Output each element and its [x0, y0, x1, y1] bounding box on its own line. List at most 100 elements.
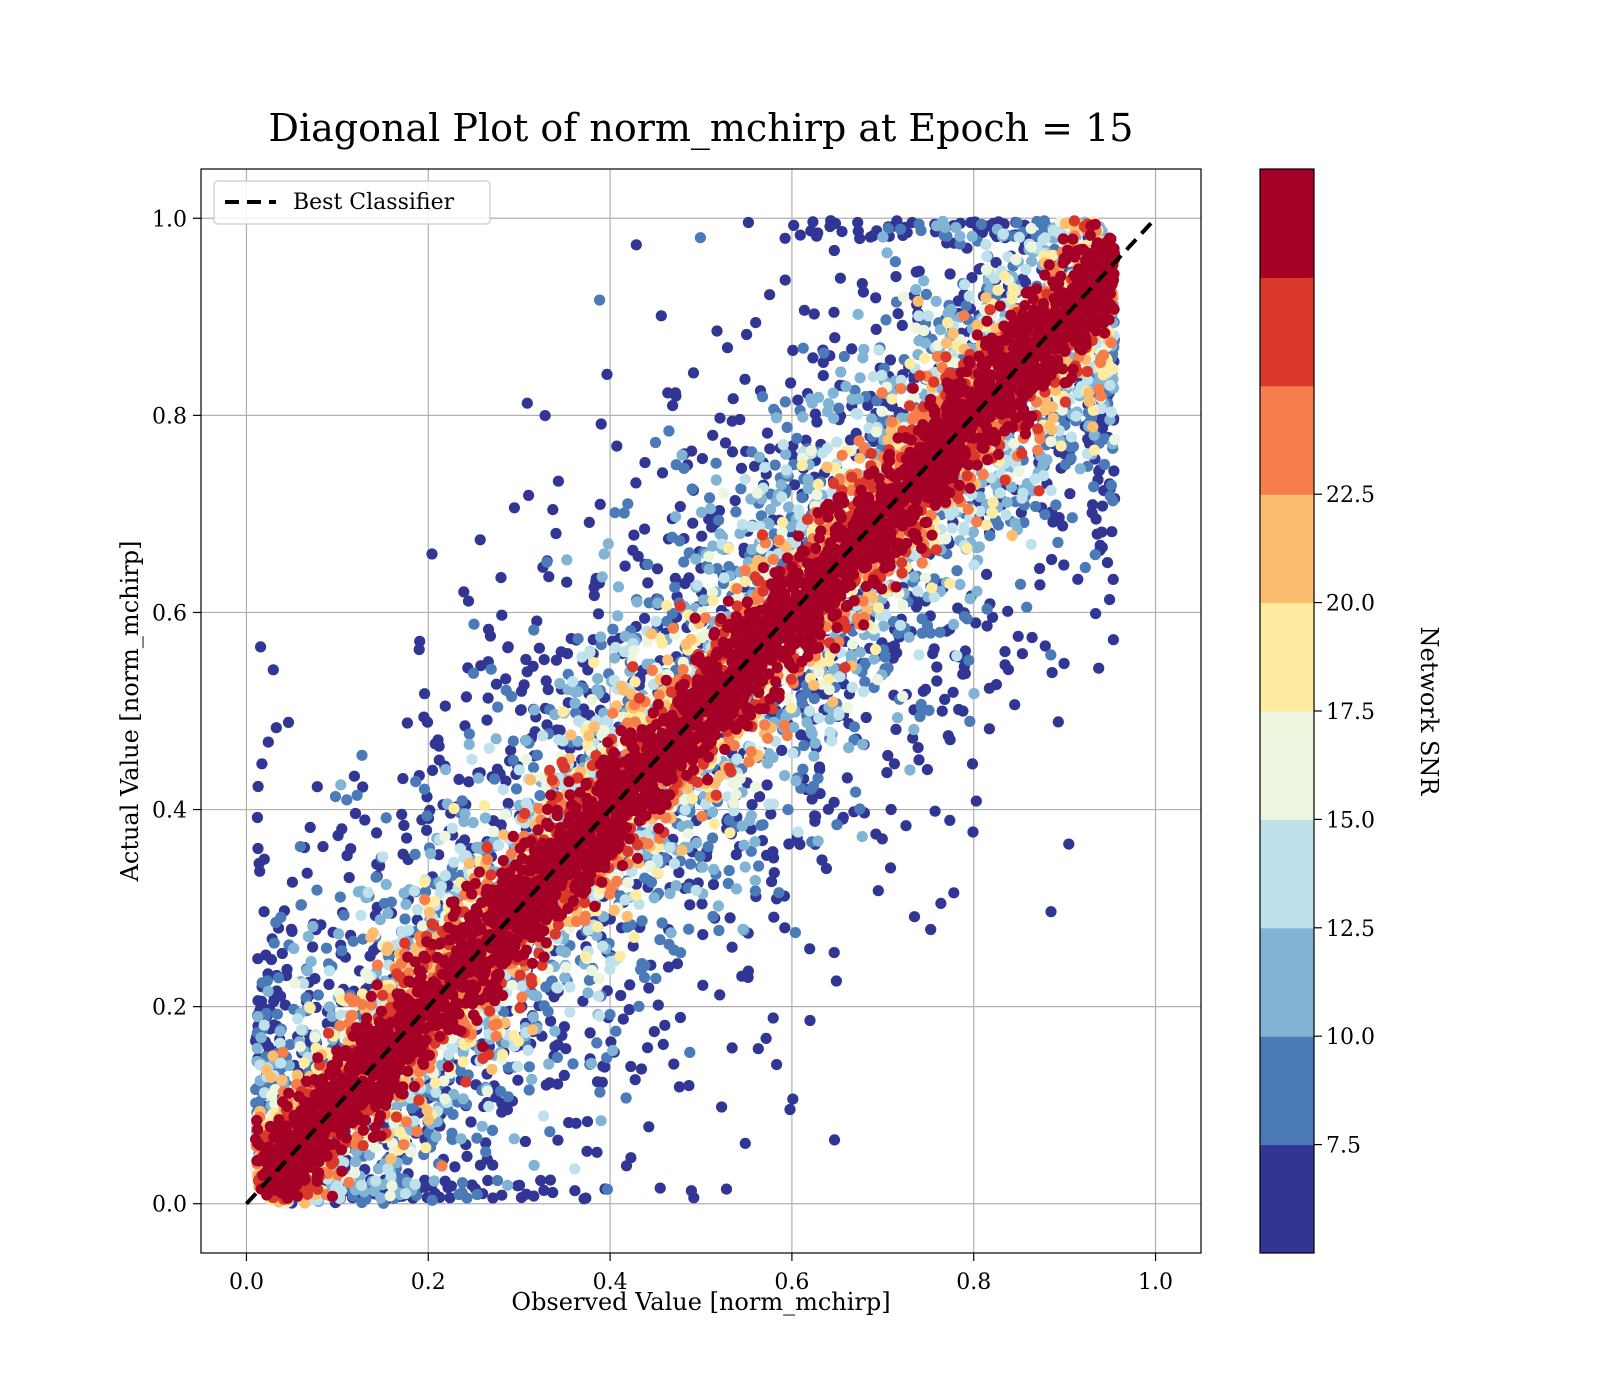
scatter-point — [697, 929, 709, 941]
scatter-point — [697, 594, 710, 606]
scatter-point — [648, 892, 660, 904]
scatter-point — [592, 608, 605, 620]
scatter-point — [292, 1013, 304, 1025]
scatter-point — [334, 891, 346, 903]
scatter-point — [1091, 528, 1103, 540]
scatter-point — [735, 483, 747, 495]
scatter-point — [400, 898, 412, 910]
scatter-point — [980, 264, 993, 276]
scatter-point — [659, 1019, 671, 1031]
scatter-point — [884, 862, 897, 874]
scatter-point — [828, 796, 840, 808]
scatter-point — [746, 799, 758, 811]
scatter-point — [612, 581, 625, 593]
scatter-point — [1016, 648, 1028, 660]
scatter-point — [261, 975, 273, 987]
scatter-point — [262, 985, 274, 997]
scatter-point — [745, 823, 757, 835]
scatter-point — [787, 344, 799, 356]
scatter-point — [656, 467, 669, 479]
scatter-point — [1066, 512, 1078, 524]
scatter-point — [710, 457, 722, 469]
scatter-point — [697, 979, 709, 991]
scatter-point — [964, 593, 976, 605]
scatter-point — [1105, 479, 1117, 491]
scatter-point — [406, 1102, 418, 1114]
scatter-point — [812, 227, 824, 239]
scatter-point — [639, 612, 651, 624]
scatter-point — [856, 278, 868, 290]
scatter-point — [371, 827, 383, 839]
scatter-point — [882, 749, 894, 762]
scatter-point — [305, 956, 317, 968]
scatter-point — [764, 289, 776, 301]
scatter-point — [806, 728, 818, 740]
scatter-point — [694, 232, 707, 244]
scatter-point — [833, 402, 845, 414]
scatter-point — [860, 711, 872, 724]
scatter-point — [768, 867, 780, 879]
scatter-point — [822, 406, 834, 418]
scatter-point — [857, 352, 869, 364]
scatter-point — [490, 678, 502, 690]
scatter-point — [686, 483, 698, 495]
scatter-point — [662, 961, 675, 973]
scatter-point — [506, 979, 518, 991]
scatter-point — [537, 730, 549, 742]
scatter-point — [341, 794, 353, 806]
scatter-point — [900, 820, 912, 832]
scatter-point — [753, 451, 766, 463]
scatter-point — [946, 522, 958, 534]
scatter-point — [500, 775, 512, 787]
scatter-point — [841, 772, 853, 784]
scatter-point — [639, 872, 651, 884]
scatter-point — [707, 878, 720, 891]
scatter-point — [270, 916, 282, 929]
scatter-point — [848, 721, 861, 733]
scatter-point — [854, 372, 866, 384]
scatter-point — [792, 394, 804, 406]
scatter-point — [252, 842, 264, 855]
scatter-point — [684, 858, 697, 870]
scatter-point — [561, 648, 574, 660]
scatter-point — [727, 393, 739, 405]
scatter-point — [578, 1193, 590, 1205]
scatter-point — [924, 627, 937, 639]
scatter-point — [764, 503, 777, 516]
scatter-point — [928, 573, 940, 585]
scatter-point — [702, 841, 714, 853]
scatter-point — [652, 597, 664, 609]
scatter-point — [370, 871, 382, 883]
scatter-point — [428, 1175, 440, 1187]
scatter-point — [295, 899, 307, 911]
scatter-point — [673, 866, 685, 879]
scatter-point — [735, 462, 748, 474]
scatter-point — [913, 754, 925, 766]
scatter-point — [611, 440, 623, 452]
scatter-point — [908, 571, 920, 583]
scatter-point — [449, 1161, 461, 1173]
scatter-point — [749, 460, 761, 472]
scatter-point — [787, 747, 799, 759]
scatter-point — [959, 611, 971, 623]
scatter-point — [518, 679, 530, 691]
scatter-point — [357, 781, 369, 793]
scatter-point — [796, 697, 808, 709]
scatter-point — [491, 1175, 504, 1187]
scatter-point — [756, 391, 769, 403]
scatter-point — [295, 1024, 307, 1036]
scatter-point — [456, 1177, 469, 1189]
scatter-point — [594, 294, 606, 306]
scatter-point — [349, 807, 362, 820]
scatter-point — [1002, 605, 1014, 617]
scatter-point — [341, 850, 353, 862]
scatter-point — [723, 814, 735, 826]
scatter-point — [1058, 657, 1070, 670]
scatter-point — [401, 832, 413, 844]
scatter-point — [776, 744, 788, 757]
scatter-point — [990, 679, 1003, 691]
scatter-point — [348, 770, 360, 782]
scatter-point — [804, 705, 816, 717]
scatter-point — [323, 965, 336, 977]
scatter-point — [707, 832, 719, 844]
